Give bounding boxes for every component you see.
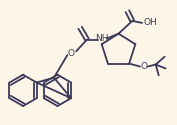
Text: NH: NH [95, 34, 109, 43]
Text: O: O [140, 62, 147, 71]
Text: O: O [68, 49, 75, 58]
Text: OH: OH [143, 18, 157, 27]
